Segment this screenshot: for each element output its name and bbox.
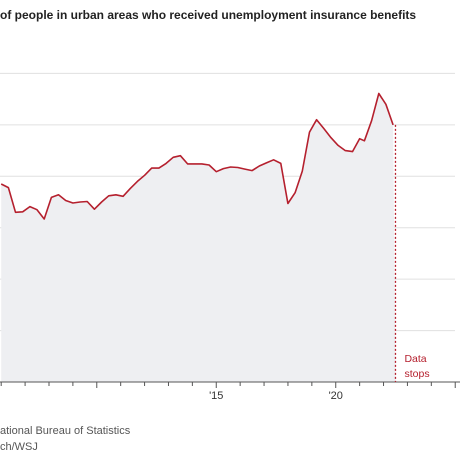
data-stops-label: stops (404, 368, 429, 380)
x-axis: '15 '20 (0, 381, 460, 402)
data-stops-label: Data (404, 353, 426, 365)
x-tick-label: '15 (209, 390, 223, 402)
credit-note: ch/WSJ (0, 441, 38, 453)
source-note: ational Bureau of Statistics (0, 425, 131, 437)
series-line (0, 92, 394, 220)
x-tick-label: '20 (329, 390, 343, 402)
chart-title: of people in urban areas who received un… (0, 8, 417, 22)
series-area (1, 93, 396, 382)
